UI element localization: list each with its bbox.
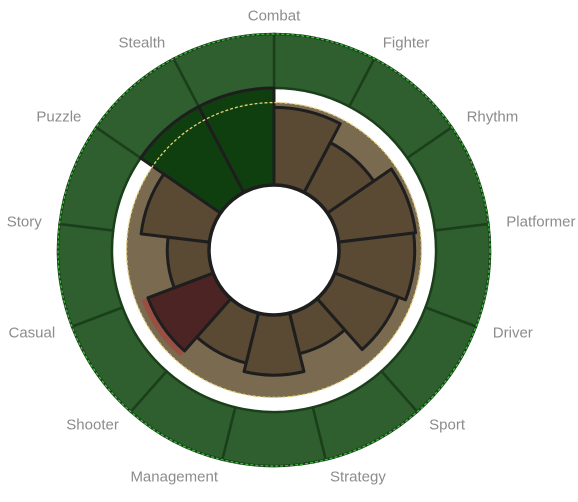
category-label-platformer: Platformer <box>506 213 575 230</box>
category-label-fighter: Fighter <box>383 34 430 51</box>
category-label-shooter: Shooter <box>66 417 119 434</box>
center-hole <box>207 183 341 317</box>
category-label-driver: Driver <box>493 324 533 341</box>
ring-segment-casual <box>56 222 125 329</box>
reference-circle <box>125 101 423 399</box>
category-label-stealth: Stealth <box>119 34 166 51</box>
outer-ring-dashed-border <box>57 33 491 467</box>
category-label-casual: Casual <box>9 324 56 341</box>
category-label-sport: Sport <box>429 417 466 434</box>
category-label-story: Story <box>7 213 43 230</box>
category-label-combat: Combat <box>248 8 301 25</box>
category-label-puzzle: Puzzle <box>36 109 81 126</box>
category-label-management: Management <box>130 469 218 486</box>
category-label-strategy: Strategy <box>330 469 386 486</box>
ring-segment-strategy <box>220 405 328 468</box>
category-label-rhythm: Rhythm <box>467 109 519 126</box>
